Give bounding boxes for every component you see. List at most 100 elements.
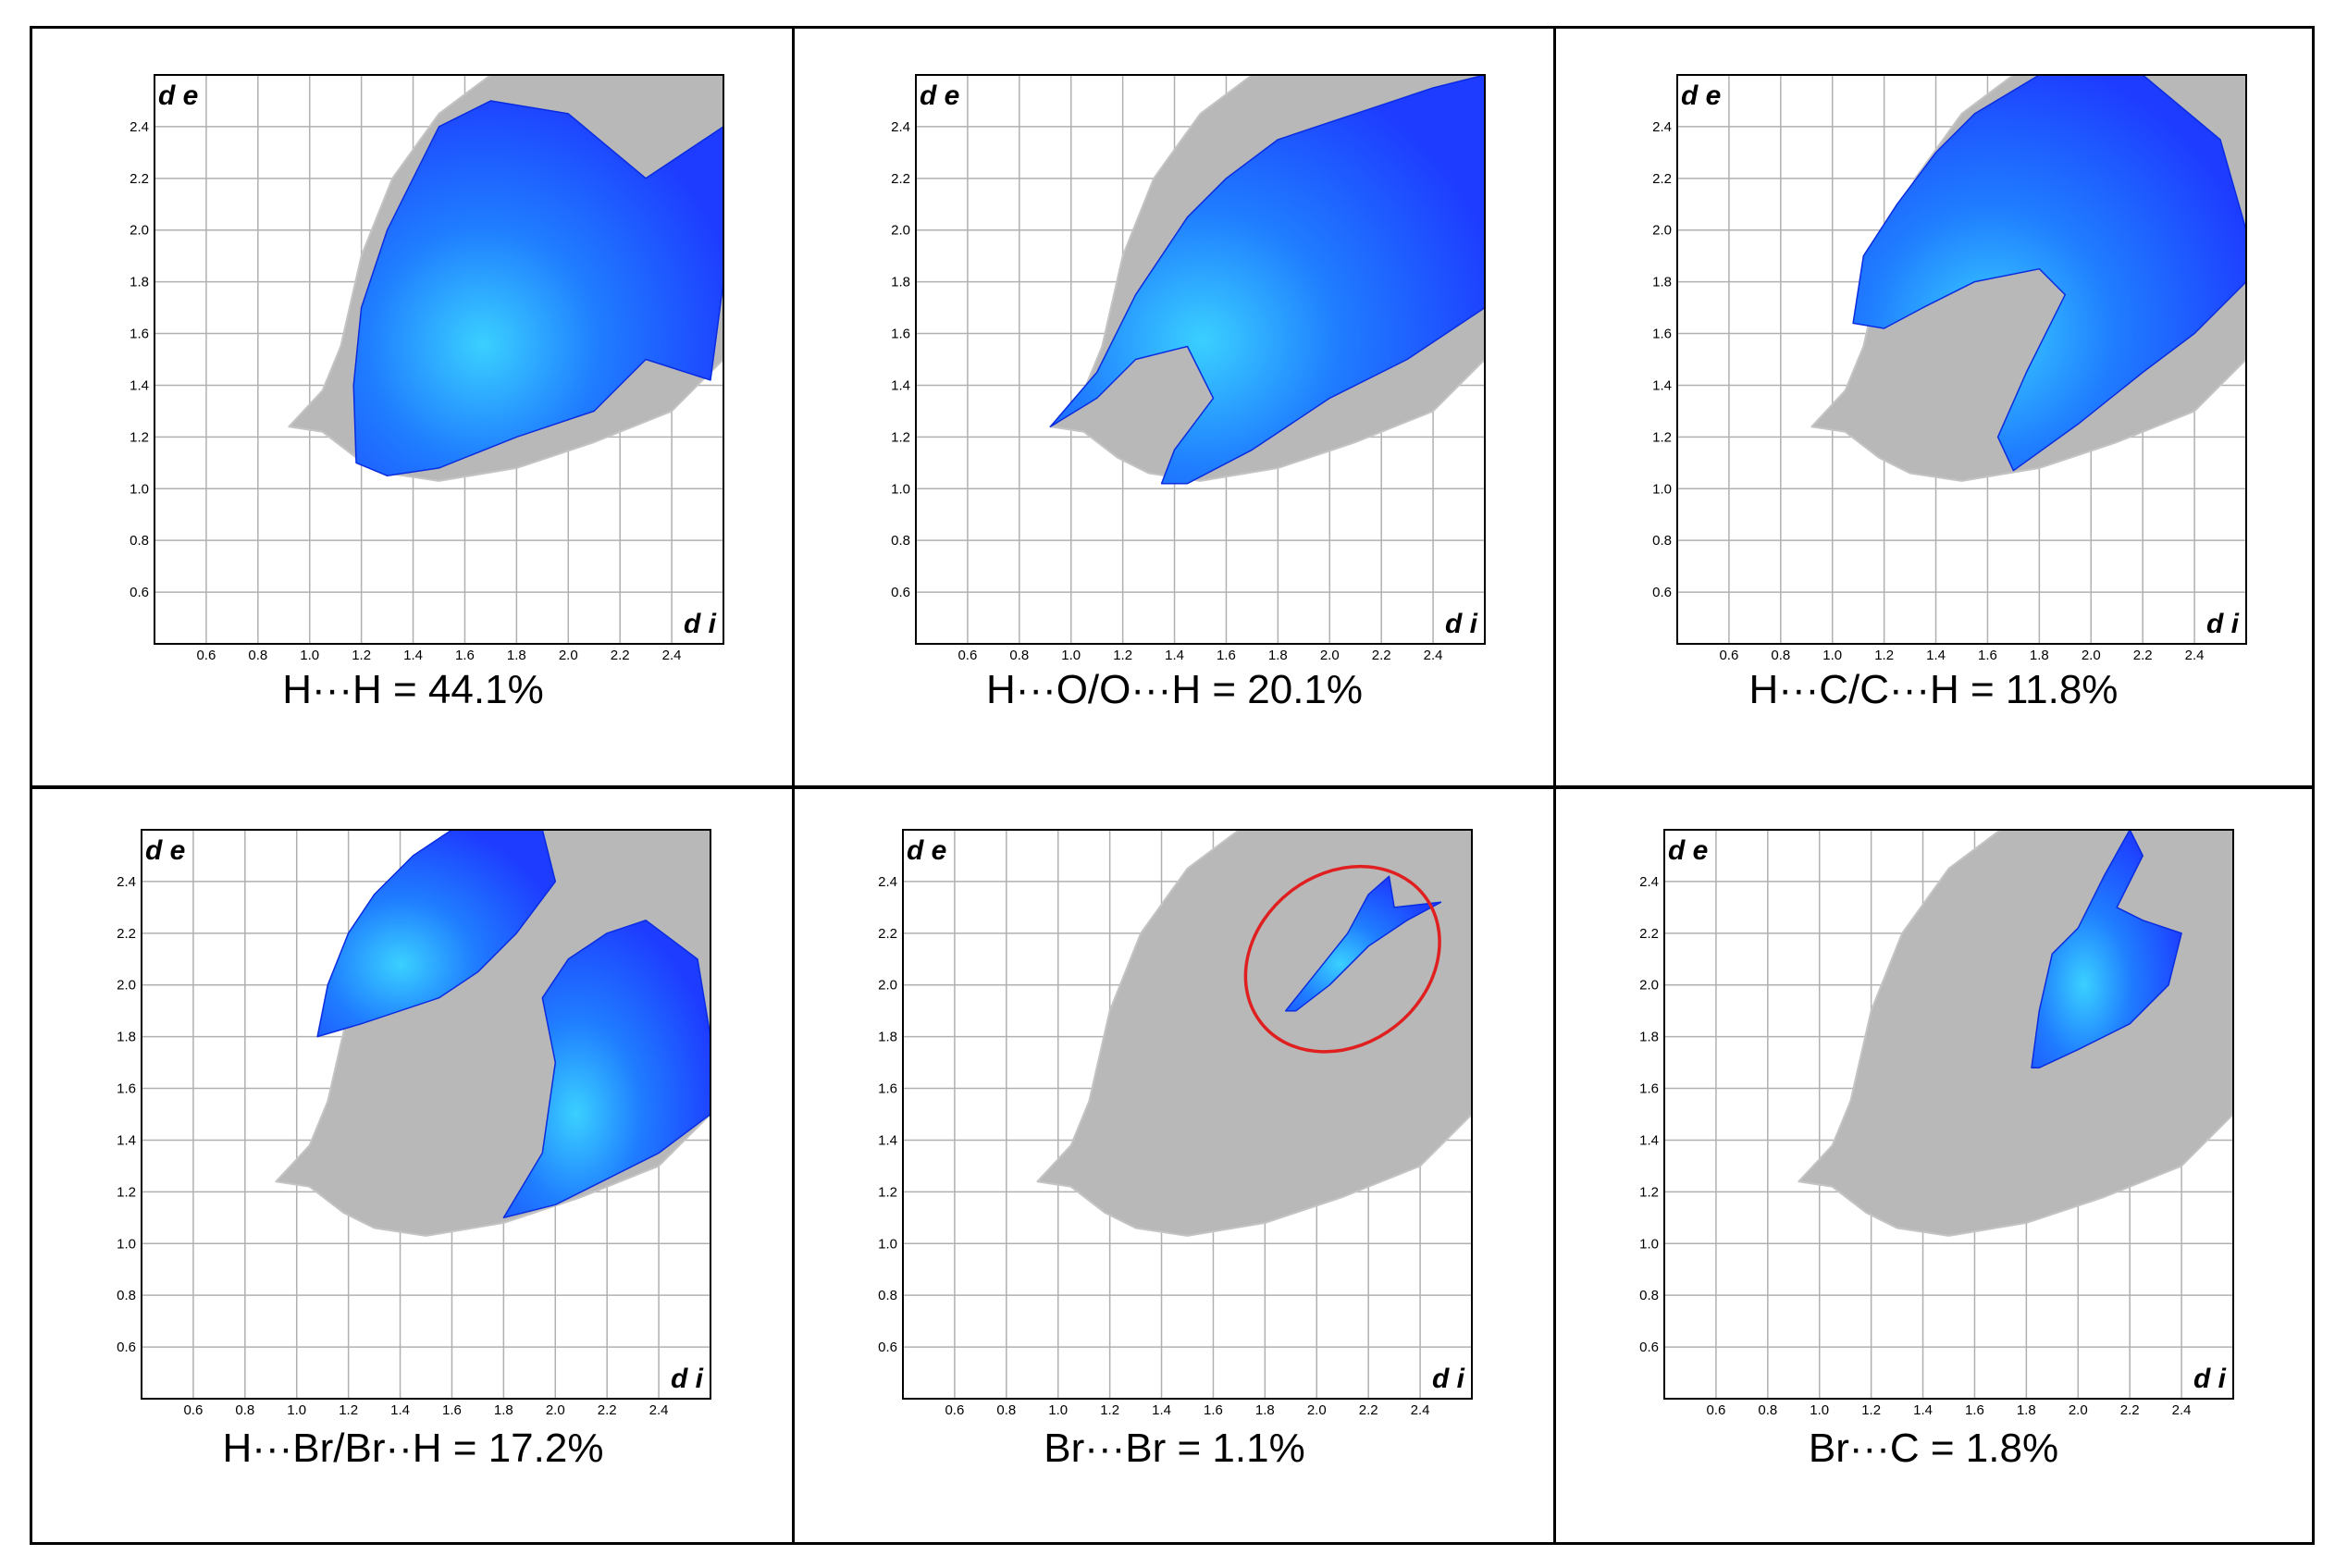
y-axis-label: d e xyxy=(920,80,959,111)
x-tick-label: 1.6 xyxy=(1978,648,1997,663)
fingerprint-full-region xyxy=(1798,829,2234,1237)
x-tick-label: 2.4 xyxy=(649,1402,669,1418)
x-tick-label: 1.4 xyxy=(1165,648,1184,663)
y-tick-label: 1.6 xyxy=(117,1081,136,1097)
y-tick-label: 0.8 xyxy=(891,533,910,549)
plot-frame xyxy=(902,829,1473,1400)
y-tick-label: 2.4 xyxy=(1639,874,1659,890)
x-tick-label: 0.8 xyxy=(1771,648,1790,663)
x-tick-label: 2.2 xyxy=(2133,648,2153,663)
x-tick-label: 1.6 xyxy=(455,648,475,663)
y-tick-label: 1.2 xyxy=(891,429,910,445)
fingerprint-plot: 0.6 0.8 1.0 1.2 1.4 1.6 1.8 2.0 2.2 2.4 0.6 0.8 1.0 1… xyxy=(117,829,711,1418)
y-tick-label: 0.6 xyxy=(1639,1340,1659,1355)
x-tick-label: 1.2 xyxy=(352,648,371,663)
x-axis-label: d i xyxy=(1432,1364,1465,1394)
panel-1: 0.6 0.8 1.0 1.2 1.4 1.6 1.8 2.0 2.2 2.4 0.6 0.8 1.0 1… xyxy=(32,29,794,787)
y-tick-label: 0.8 xyxy=(1639,1288,1659,1303)
x-tick-label: 1.8 xyxy=(1255,1402,1275,1418)
x-axis-label: d i xyxy=(1445,609,1478,639)
y-tick-label: 1.4 xyxy=(130,377,149,393)
y-tick-label: 2.0 xyxy=(130,223,149,239)
x-tick-label: 1.8 xyxy=(494,1402,513,1418)
fingerprint-full-region xyxy=(1036,829,1473,1237)
x-tick-label: 1.6 xyxy=(1965,1402,1984,1418)
plot-frame xyxy=(141,829,711,1400)
y-tick-label: 2.0 xyxy=(891,223,910,239)
x-tick-label: 1.4 xyxy=(1926,648,1946,663)
y-tick-label: 1.8 xyxy=(1652,275,1672,290)
y-tick-label: 2.2 xyxy=(1639,926,1659,942)
y-tick-label: 2.0 xyxy=(1652,223,1672,239)
y-tick-label: 1.6 xyxy=(891,327,910,342)
y-tick-label: 1.4 xyxy=(878,1132,897,1148)
x-tick-label: 2.4 xyxy=(1411,1402,1430,1418)
y-tick-label: 1.0 xyxy=(1639,1236,1659,1252)
y-tick-label: 1.2 xyxy=(130,429,149,445)
panel-5: 0.6 0.8 1.0 1.2 1.4 1.6 1.8 2.0 2.2 2.4 0.6 0.8 1.0 1… xyxy=(794,787,1555,1542)
fingerprint-plot: 0.6 0.8 1.0 1.2 1.4 1.6 1.8 2.0 2.2 2.4 0.6 0.8 1.0 1… xyxy=(891,74,1486,663)
x-tick-label: 1.0 xyxy=(287,1402,306,1418)
x-tick-label: 1.8 xyxy=(1268,648,1288,663)
x-tick-label: 1.2 xyxy=(1861,1402,1881,1418)
panel-3: 0.6 0.8 1.0 1.2 1.4 1.6 1.8 2.0 2.2 2.4 0.6 0.8 1.0 1… xyxy=(1555,29,2312,787)
divider-h xyxy=(32,785,2312,789)
y-tick-label: 1.2 xyxy=(117,1184,136,1200)
fingerprint-plot: 0.6 0.8 1.0 1.2 1.4 1.6 1.8 2.0 2.2 2.4 0.6 0.8 1.0 1… xyxy=(1652,74,2247,663)
x-tick-label: 2.4 xyxy=(1424,648,1443,663)
y-tick-label: 1.8 xyxy=(1639,1030,1659,1045)
x-tick-label: 1.4 xyxy=(403,648,423,663)
fingerprint-plot: 0.6 0.8 1.0 1.2 1.4 1.6 1.8 2.0 2.2 2.4 0.6 0.8 1.0 1… xyxy=(130,74,724,663)
x-tick-label: 0.6 xyxy=(945,1402,964,1418)
x-tick-label: 2.2 xyxy=(1359,1402,1378,1418)
y-tick-label: 1.0 xyxy=(130,481,149,497)
y-tick-label: 2.2 xyxy=(130,171,149,187)
contact-percentage-caption: H···C/C···H = 11.8% xyxy=(1748,667,2119,712)
y-tick-label: 1.0 xyxy=(1652,481,1672,497)
contact-percentage-caption: H···O/O···H = 20.1% xyxy=(985,667,1364,712)
y-axis-label: d e xyxy=(158,80,198,111)
x-tick-label: 2.4 xyxy=(662,648,682,663)
y-tick-label: 1.4 xyxy=(117,1132,136,1148)
x-tick-label: 1.6 xyxy=(1217,648,1236,663)
y-axis-label: d e xyxy=(907,835,946,866)
fingerprint-contact-region xyxy=(502,920,711,1219)
y-tick-label: 2.4 xyxy=(117,874,136,890)
x-tick-label: 2.0 xyxy=(2069,1402,2088,1418)
y-tick-label: 0.6 xyxy=(117,1340,136,1355)
contact-percentage-caption: Br···Br = 1.1% xyxy=(1044,1426,1305,1471)
fingerprint-contact-region xyxy=(1284,875,1442,1012)
y-tick-label: 1.2 xyxy=(1652,429,1672,445)
x-tick-label: 2.4 xyxy=(2185,648,2205,663)
y-tick-label: 0.8 xyxy=(130,533,149,549)
x-tick-label: 1.2 xyxy=(1113,648,1132,663)
fingerprint-contact-region xyxy=(352,100,724,477)
y-tick-label: 2.4 xyxy=(130,119,149,135)
contact-percentage-caption: H···H = 44.1% xyxy=(282,667,544,712)
x-tick-label: 0.6 xyxy=(1706,1402,1725,1418)
x-tick-label: 1.2 xyxy=(339,1402,358,1418)
y-tick-label: 1.2 xyxy=(878,1184,897,1200)
x-tick-label: 2.2 xyxy=(1372,648,1391,663)
x-tick-label: 2.2 xyxy=(2120,1402,2140,1418)
y-tick-label: 2.4 xyxy=(891,119,910,135)
contact-percentage-caption: H···Br/Br··H = 17.2% xyxy=(222,1426,604,1471)
figure-grid: 0.6 0.8 1.0 1.2 1.4 1.6 1.8 2.0 2.2 2.4 0.6 0.8 1.0 1… xyxy=(30,26,2315,1545)
x-axis-label: d i xyxy=(671,1364,704,1394)
y-tick-label: 2.4 xyxy=(1652,119,1672,135)
y-tick-label: 1.4 xyxy=(891,377,910,393)
y-tick-label: 2.2 xyxy=(1652,171,1672,187)
x-tick-label: 0.8 xyxy=(1758,1402,1777,1418)
y-tick-label: 2.2 xyxy=(891,171,910,187)
x-axis-label: d i xyxy=(2193,1364,2227,1394)
fingerprint-plot: 0.6 0.8 1.0 1.2 1.4 1.6 1.8 2.0 2.2 2.4 0.6 0.8 1.0 1… xyxy=(1639,829,2234,1418)
x-tick-label: 0.8 xyxy=(1009,648,1029,663)
x-tick-label: 1.2 xyxy=(1874,648,1894,663)
contact-percentage-caption: Br···C = 1.8% xyxy=(1808,1426,2059,1471)
fingerprint-contact-region xyxy=(2031,829,2182,1068)
y-tick-label: 1.8 xyxy=(878,1030,897,1045)
x-tick-label: 2.0 xyxy=(546,1402,565,1418)
x-tick-label: 1.4 xyxy=(1913,1402,1933,1418)
panel-2: 0.6 0.8 1.0 1.2 1.4 1.6 1.8 2.0 2.2 2.4 0.6 0.8 1.0 1… xyxy=(794,29,1555,787)
x-tick-label: 1.8 xyxy=(507,648,526,663)
